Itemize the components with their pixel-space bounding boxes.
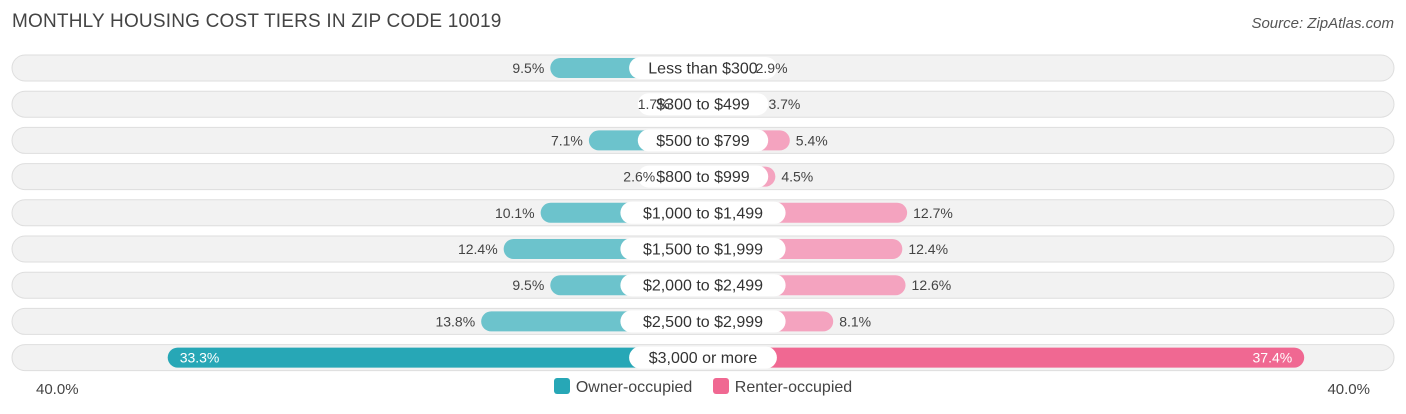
legend-label-renter: Renter-occupied	[734, 379, 853, 396]
legend-swatch-owner	[553, 378, 570, 394]
owner-value-label: 12.4%	[458, 241, 498, 257]
legend-item-owner: Owner-occupied	[553, 378, 693, 397]
axis-label-left: 40.0%	[36, 381, 79, 398]
category-pill	[637, 93, 769, 116]
owner-value-label: 33.3%	[180, 350, 220, 366]
owner-value-label: 10.1%	[495, 205, 535, 221]
legend-item-renter: Renter-occupied	[712, 378, 853, 397]
category-pill	[629, 57, 777, 79]
owner-value-label: 9.5%	[512, 277, 544, 293]
category-pill	[620, 201, 786, 224]
category-label: $500 to $799	[656, 133, 750, 150]
owner-value-label: 7.1%	[551, 132, 583, 148]
category-label: $1,000 to $1,499	[643, 205, 763, 222]
category-pill	[620, 238, 786, 260]
axis-label-right: 40.0%	[1327, 381, 1370, 398]
owner-value-label: 1.7%	[638, 96, 670, 112]
category-label: $2,500 to $2,999	[643, 314, 763, 331]
owner-value-label: 9.5%	[512, 60, 544, 76]
legend-label-owner: Owner-occupied	[575, 379, 693, 396]
renter-value-label: 5.4%	[796, 132, 828, 148]
renter-value-label: 12.6%	[912, 277, 952, 293]
renter-value-label: 2.9%	[756, 60, 788, 76]
owner-value-label: 2.6%	[623, 169, 655, 185]
legend-swatch-renter	[712, 378, 729, 394]
owner-value-label: 13.8%	[435, 313, 475, 329]
renter-value-label: 8.1%	[839, 313, 871, 329]
category-pill	[620, 274, 786, 297]
legend: Owner-occupied Renter-occupied	[0, 378, 1406, 397]
renter-value-label: 12.7%	[913, 205, 953, 221]
chart-source: Source: ZipAtlas.com	[1251, 15, 1394, 32]
category-label: $3,000 or more	[649, 350, 758, 367]
category-label: $300 to $499	[656, 97, 750, 114]
category-pill	[620, 310, 786, 333]
category-label: $800 to $999	[656, 169, 750, 186]
renter-bar	[703, 347, 1305, 368]
category-label: $1,500 to $1,999	[643, 242, 763, 259]
chart-title: MONTHLY HOUSING COST TIERS IN ZIP CODE 1…	[12, 11, 502, 32]
renter-value-label: 3.7%	[768, 96, 800, 112]
renter-value-label: 37.4%	[1253, 350, 1293, 366]
category-pill	[637, 165, 769, 188]
category-label: $2,000 to $2,499	[643, 278, 763, 295]
renter-value-label: 12.4%	[908, 241, 948, 257]
category-pill	[637, 129, 769, 152]
owner-bar	[167, 347, 703, 368]
category-pill	[629, 346, 777, 369]
category-label: Less than $300	[648, 61, 758, 78]
renter-value-label: 4.5%	[781, 169, 813, 185]
